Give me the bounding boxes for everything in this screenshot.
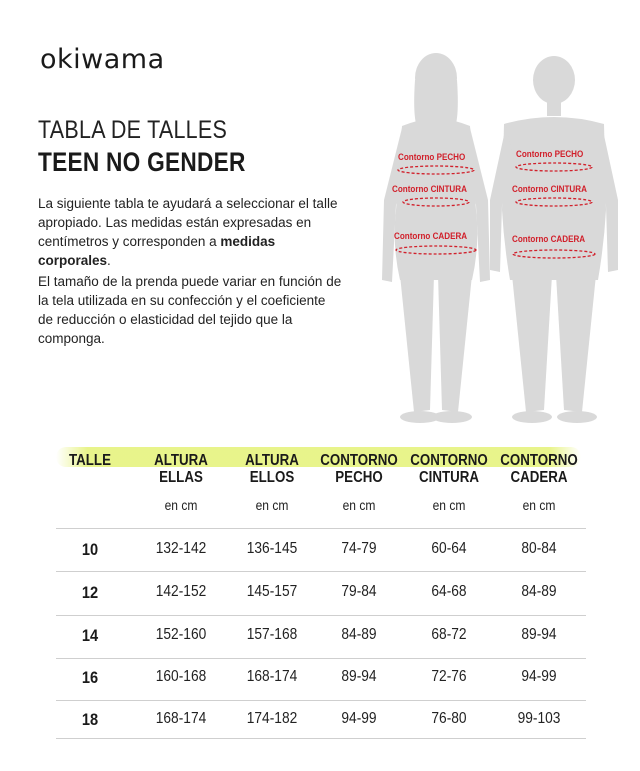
measure-cell: 68-72: [431, 626, 467, 643]
measure-cell: 168-174: [155, 710, 207, 727]
measure-cell: 89-94: [341, 668, 377, 685]
body-silhouettes: Contorno PECHO Contorno CINTURA Contorno…: [372, 40, 622, 430]
page-title-line1: TABLA DE TALLES: [38, 116, 228, 144]
unit-contorno-cadera: en cm: [522, 497, 556, 513]
size-cell: 16: [81, 668, 99, 687]
header-highlight: [56, 447, 581, 467]
measure-cell: 74-79: [341, 540, 377, 557]
measure-cell: 64-68: [431, 583, 467, 600]
page-title-line2: TEEN NO GENDER: [38, 147, 246, 177]
unit-altura-ellas: en cm: [164, 497, 198, 513]
measure-cell: 152-160: [155, 626, 207, 643]
intro-paragraph-1: La siguiente tabla te ayudará a seleccio…: [38, 196, 338, 268]
measure-cell: 168-174: [246, 668, 298, 685]
size-cell: 10: [81, 540, 99, 559]
measure-cell: 174-182: [246, 710, 298, 727]
header-altura-ellos: ALTURA ELLOS: [245, 452, 299, 486]
measure-cell: 94-99: [341, 710, 377, 727]
measure-cell: 157-168: [246, 626, 298, 643]
unit-contorno-pecho: en cm: [342, 497, 376, 513]
size-cell: 18: [81, 710, 99, 729]
table-divider: [56, 658, 586, 659]
measure-cell: 145-157: [246, 583, 298, 600]
silhouettes-illustration: [382, 53, 618, 423]
table-divider: [56, 528, 586, 529]
measure-cell: 84-89: [341, 626, 377, 643]
header-contorno-cintura: CONTORNO CINTURA: [410, 452, 488, 486]
male-chest-label: Contorno PECHO: [516, 149, 584, 160]
measure-cell: 160-168: [155, 668, 207, 685]
size-cell: 12: [81, 583, 99, 602]
measure-cell: 142-152: [155, 583, 207, 600]
female-hip-label: Contorno CADERA: [394, 231, 468, 242]
female-waist-label: Contorno CINTURA: [392, 184, 467, 195]
measure-cell: 72-76: [431, 668, 467, 685]
female-chest-label: Contorno PECHO: [398, 152, 466, 163]
measure-cell: 136-145: [246, 540, 298, 557]
size-cell: 14: [81, 626, 99, 645]
male-hip-label: Contorno CADERA: [512, 234, 586, 245]
header-contorno-cadera: CONTORNO CADERA: [500, 452, 578, 486]
intro-emphasis: medidas corporales: [38, 234, 276, 268]
table-divider: [56, 615, 586, 616]
table-divider: [56, 738, 586, 739]
measure-cell: 99-103: [517, 710, 561, 727]
measure-cell: 84-89: [521, 583, 557, 600]
male-waist-label: Contorno CINTURA: [512, 184, 587, 195]
measure-cell: 94-99: [521, 668, 557, 685]
header-talle: TALLE: [69, 452, 111, 469]
unit-contorno-cintura: en cm: [432, 497, 466, 513]
table-divider: [56, 571, 586, 572]
unit-altura-ellos: en cm: [255, 497, 289, 513]
header-contorno-pecho: CONTORNO PECHO: [320, 452, 398, 486]
intro-paragraph-2: El tamaño de la prenda puede variar en f…: [38, 274, 342, 346]
header-altura-ellas: ALTURA ELLAS: [154, 452, 208, 486]
measure-cell: 60-64: [431, 540, 467, 557]
measure-cell: 89-94: [521, 626, 557, 643]
table-divider: [56, 700, 586, 701]
measure-cell: 79-84: [341, 583, 377, 600]
measure-cell: 80-84: [521, 540, 557, 557]
measure-cell: 76-80: [431, 710, 467, 727]
brand-logo: okiwama: [40, 44, 165, 75]
measure-cell: 132-142: [155, 540, 207, 557]
